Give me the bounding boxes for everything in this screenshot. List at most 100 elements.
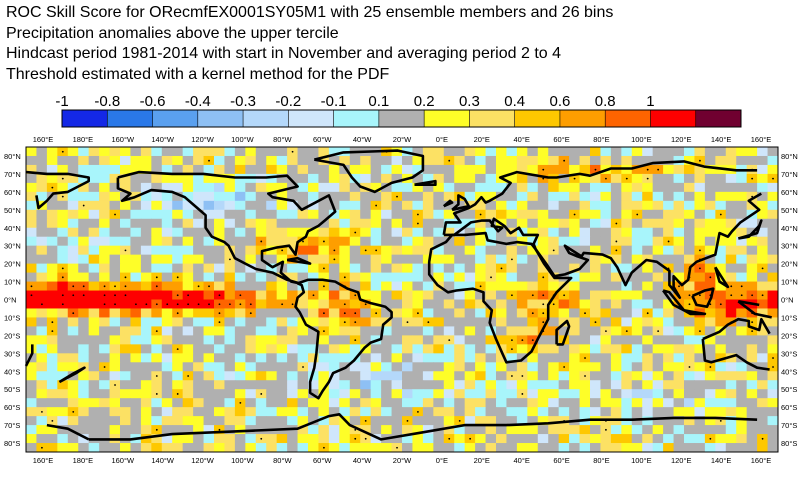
skill-cell <box>663 254 675 265</box>
skill-cell <box>214 227 225 238</box>
skill-cell <box>297 218 309 229</box>
skill-cell <box>99 317 111 327</box>
skill-cell <box>454 434 466 444</box>
skill-cell <box>245 200 257 211</box>
significance-dot <box>302 366 304 368</box>
significance-dot <box>751 177 754 180</box>
skill-cell <box>99 236 111 247</box>
skill-cell <box>579 191 591 202</box>
skill-cell <box>736 407 748 417</box>
skill-cell <box>715 425 727 435</box>
skill-cell <box>558 254 570 265</box>
skill-cell <box>736 182 748 193</box>
skill-cell <box>412 362 424 372</box>
significance-dot <box>364 419 367 422</box>
skill-cell <box>537 200 549 211</box>
skill-cell <box>151 218 163 229</box>
significance-dot <box>323 285 325 288</box>
significance-dot <box>521 339 524 342</box>
skill-cell <box>757 398 769 408</box>
skill-cell <box>276 200 288 211</box>
skill-cell <box>402 425 413 435</box>
skill-cell <box>328 147 340 157</box>
skill-cell <box>234 443 246 453</box>
skill-cell <box>234 389 246 399</box>
skill-cell <box>684 317 695 327</box>
skill-cell <box>182 434 194 444</box>
skill-cell <box>704 335 716 345</box>
significance-dot <box>197 303 200 306</box>
skill-cell <box>684 389 695 399</box>
significance-dot <box>354 294 357 297</box>
skill-cell <box>767 326 779 336</box>
skill-cell <box>308 308 319 318</box>
skill-cell <box>464 272 476 283</box>
skill-cell <box>130 281 142 292</box>
skill-cell <box>88 191 100 202</box>
skill-cell <box>120 443 131 453</box>
skill-cell <box>422 335 434 345</box>
skill-cell <box>454 344 466 354</box>
skill-cell <box>684 371 695 381</box>
skill-cell <box>422 200 434 211</box>
skill-cell <box>151 398 163 408</box>
skill-cell <box>558 308 570 318</box>
colorbar: -1 -0.8 -0.6 -0.4 -0.3 -0.2 -0.1 0.1 0.2 0.3 0.4 0.… <box>55 93 742 128</box>
skill-cell <box>402 371 413 381</box>
skill-cell <box>391 389 403 399</box>
skill-cell <box>506 173 518 184</box>
skill-cell <box>767 407 779 417</box>
skill-cell <box>339 245 351 256</box>
skill-cell <box>172 443 184 453</box>
skill-cell <box>506 443 518 453</box>
skill-cell <box>548 362 560 372</box>
skill-cell <box>182 398 194 408</box>
skill-cell <box>663 398 675 408</box>
skill-cell <box>328 425 340 435</box>
skill-cell <box>673 147 685 157</box>
skill-cell <box>631 299 643 309</box>
significance-dot <box>448 159 451 162</box>
significance-dot <box>229 303 231 306</box>
skill-cell <box>537 434 549 444</box>
colorbar-label: -0.8 <box>94 93 120 110</box>
skill-cell <box>120 236 131 247</box>
skill-cell <box>684 254 695 265</box>
skill-cell <box>287 209 299 220</box>
skill-cell <box>214 200 225 211</box>
skill-cell <box>172 263 184 274</box>
skill-cell <box>130 200 142 211</box>
skill-cell <box>360 308 372 318</box>
skill-cell <box>569 326 581 336</box>
skill-cell <box>516 254 528 265</box>
skill-cell <box>485 326 497 336</box>
skill-cell <box>109 353 121 363</box>
skill-cell <box>704 191 716 202</box>
skill-cell <box>360 263 372 274</box>
skill-cell <box>600 434 612 444</box>
skill-cell <box>120 200 131 211</box>
skill-cell <box>339 335 351 345</box>
skill-cell <box>391 236 403 247</box>
skill-cell <box>684 407 695 417</box>
skill-cell <box>78 218 90 229</box>
skill-cell <box>610 200 622 211</box>
skill-cell <box>621 290 633 300</box>
skill-cell <box>234 281 246 292</box>
skill-cell <box>99 398 111 408</box>
skill-cell <box>694 407 706 417</box>
skill-cell <box>245 353 257 363</box>
skill-cell <box>339 155 351 166</box>
skill-cell <box>454 272 466 283</box>
skill-cell <box>631 398 643 408</box>
skill-cell <box>318 182 330 193</box>
skill-cell <box>214 254 225 265</box>
skill-cell <box>454 173 466 184</box>
skill-cell <box>464 371 476 381</box>
skill-cell <box>26 263 37 274</box>
skill-cell <box>130 227 142 238</box>
skill-cell <box>308 263 319 274</box>
significance-dot <box>375 204 378 207</box>
skill-cell <box>621 335 633 345</box>
lat-label-left: 70°N <box>4 170 21 179</box>
